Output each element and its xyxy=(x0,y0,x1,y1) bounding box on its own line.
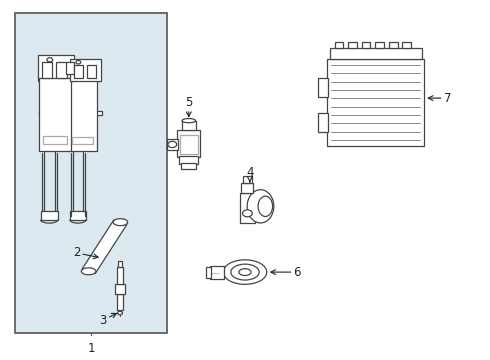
Bar xyxy=(118,261,122,267)
Bar xyxy=(117,267,123,284)
Bar xyxy=(41,211,58,220)
Circle shape xyxy=(168,141,177,148)
Bar xyxy=(206,267,211,278)
Polygon shape xyxy=(39,111,102,115)
Bar xyxy=(375,42,384,48)
Ellipse shape xyxy=(239,269,251,275)
Bar xyxy=(70,211,86,220)
Bar xyxy=(72,137,94,144)
Text: 4: 4 xyxy=(246,166,254,182)
Bar xyxy=(56,62,67,78)
Bar xyxy=(362,42,370,48)
Bar xyxy=(43,136,67,144)
Ellipse shape xyxy=(247,190,274,223)
Bar xyxy=(42,62,52,78)
Text: 5: 5 xyxy=(185,96,193,117)
Bar xyxy=(335,42,343,48)
Polygon shape xyxy=(240,193,255,223)
Bar xyxy=(115,284,125,294)
Text: 7: 7 xyxy=(428,91,451,105)
Ellipse shape xyxy=(113,219,127,226)
Bar xyxy=(117,294,123,310)
Bar xyxy=(70,59,101,81)
Bar xyxy=(87,65,96,78)
Circle shape xyxy=(47,58,53,62)
Circle shape xyxy=(76,60,81,64)
Bar xyxy=(38,55,74,81)
Text: 3: 3 xyxy=(99,314,117,327)
Text: 2: 2 xyxy=(73,246,98,259)
Bar xyxy=(330,48,422,59)
Text: 1: 1 xyxy=(87,342,95,355)
Bar xyxy=(241,183,253,193)
Bar xyxy=(15,13,168,333)
Bar xyxy=(180,135,198,154)
Bar xyxy=(318,78,328,97)
Bar xyxy=(167,139,178,150)
Bar xyxy=(389,42,397,48)
Bar xyxy=(66,62,74,75)
Bar xyxy=(210,266,224,279)
Circle shape xyxy=(118,311,122,315)
Bar xyxy=(68,80,97,152)
Bar xyxy=(327,59,424,146)
Ellipse shape xyxy=(223,260,267,284)
Ellipse shape xyxy=(81,268,96,275)
Bar xyxy=(348,42,357,48)
Bar xyxy=(179,156,198,164)
Bar xyxy=(402,42,411,48)
Bar xyxy=(177,130,200,157)
Bar xyxy=(39,78,71,152)
Polygon shape xyxy=(82,220,127,274)
Bar xyxy=(182,121,196,130)
Ellipse shape xyxy=(258,196,272,216)
Bar xyxy=(318,113,328,132)
Ellipse shape xyxy=(182,118,196,123)
Circle shape xyxy=(243,210,252,217)
Bar xyxy=(243,176,252,183)
Ellipse shape xyxy=(231,264,259,280)
Bar xyxy=(181,163,196,169)
Text: 6: 6 xyxy=(271,266,301,279)
Bar xyxy=(74,65,83,78)
